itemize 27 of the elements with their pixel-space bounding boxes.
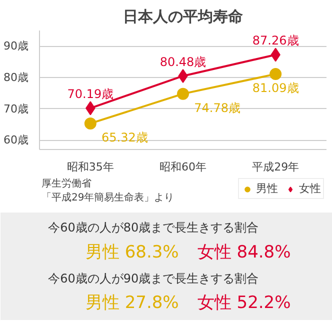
y-tick-label: 70歳 <box>4 102 29 116</box>
x-tick-label: 昭和35年 <box>66 160 114 174</box>
x-tick-label: 昭和60年 <box>160 160 206 174</box>
text: 女性 84.8% <box>197 242 291 262</box>
point <box>84 117 96 130</box>
data-label: 70.19歳 <box>67 87 114 102</box>
data-label: 74.78歳 <box>194 100 240 115</box>
data-label: 87.26歳 <box>252 34 299 48</box>
text: 今60歳の人が80歳まで長生きする割合 <box>48 220 259 235</box>
text: 今60歳の人が90歳まで長生きする割合 <box>48 271 259 286</box>
y-tick-label: 90歳 <box>4 40 29 53</box>
text: 厚生労働省 <box>42 178 92 190</box>
data-label: 80.48歳 <box>160 54 206 69</box>
text: 男性 27.8% <box>85 293 179 314</box>
text: 女性 52.2% <box>197 293 291 314</box>
legend-label: 男性 <box>256 181 278 196</box>
point <box>270 68 282 80</box>
chart-title: 日本人の平均寿命 <box>123 8 244 26</box>
x-tick-label: 平成29年 <box>252 160 300 174</box>
y-tick-label: 60歳 <box>4 134 29 147</box>
text: 男性 68.3% <box>85 242 179 262</box>
y-tick-label: 80歳 <box>4 70 29 84</box>
data-label: 65.32歳 <box>102 130 148 144</box>
point <box>177 88 189 100</box>
text: 「平成29年簡易生命表」より <box>42 192 174 204</box>
legend-label: 女性 <box>299 181 321 196</box>
data-label: 81.09歳 <box>252 81 299 96</box>
